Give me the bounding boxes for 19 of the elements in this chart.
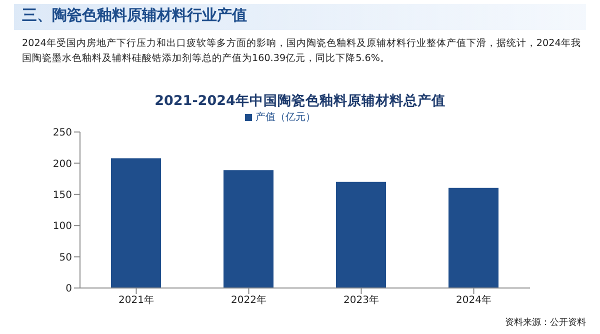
text: 资料来源：公开资料 [505, 316, 586, 329]
bar [336, 182, 386, 288]
x-tick-label: 2022年 [231, 294, 266, 306]
bar [224, 170, 274, 288]
x-tick-label: 2024年 [456, 294, 492, 306]
legend-label: 产值（亿元） [256, 112, 316, 123]
y-tick-label: 0 [66, 284, 72, 295]
y-tick-label: 250 [52, 128, 72, 139]
y-tick-label: 150 [52, 190, 72, 201]
chart-title: 2021-2024年中国陶瓷色釉料原辅材料总产值 [154, 92, 446, 110]
y-tick-label: 50 [59, 252, 72, 264]
text: 2024年受国内房地产下行压力和出口疲软等多方面的影响，国内陶瓷色釉料及原辅材料行业整体产值下滑，据统计，2024年我国陶瓷墨水色釉料及辅料硅酸锆添加剂等总的产值为160.39亿元，同比下降5.6%。 [22, 37, 582, 66]
y-tick-label: 200 [52, 158, 72, 170]
x-tick-label: 2023年 [344, 294, 379, 306]
x-tick-label: 2021年 [118, 294, 154, 306]
y-tick-label: 100 [52, 221, 72, 232]
bar [448, 188, 498, 288]
text: 三、陶瓷色釉料原辅材料行业产值 [22, 6, 247, 25]
bar [111, 158, 161, 288]
